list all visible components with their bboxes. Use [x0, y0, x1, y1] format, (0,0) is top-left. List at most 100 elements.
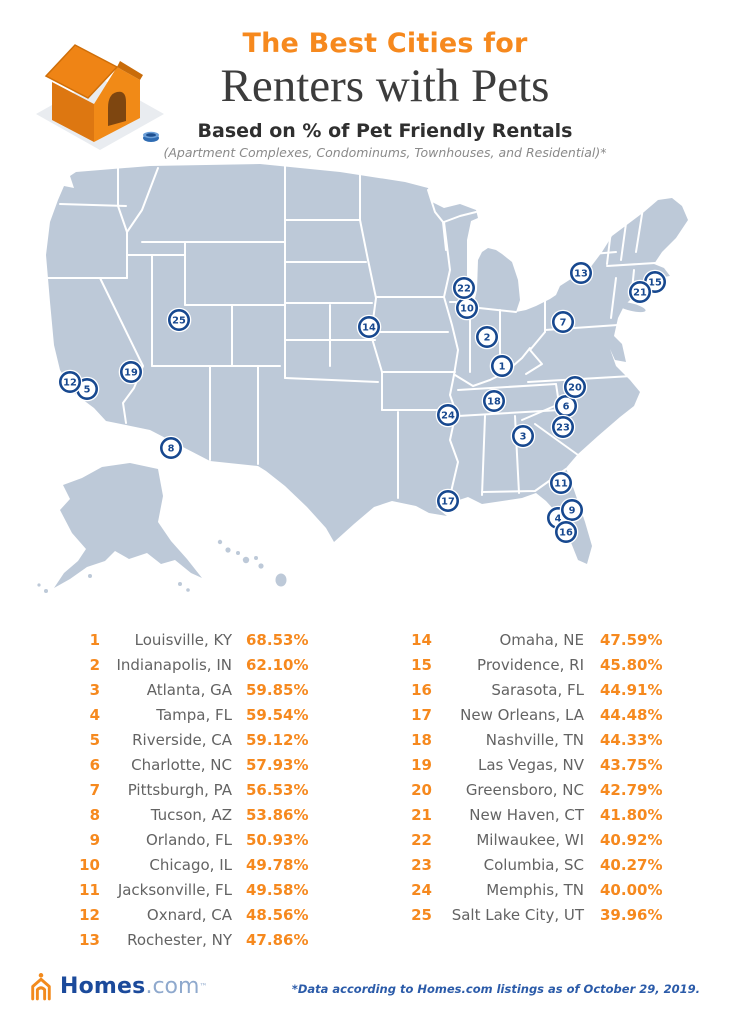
map-marker-25: 25	[166, 307, 192, 333]
ranking-row: 18 Nashville, TN 44.33%	[388, 727, 676, 752]
rank-number: 4	[89, 705, 100, 724]
map-marker-16: 16	[553, 519, 579, 545]
rank-number: 2	[89, 655, 100, 674]
rank-number: 15	[411, 655, 432, 674]
city-name: Oxnard, CA	[146, 905, 232, 924]
pet-friendly-percent: 39.96%	[600, 905, 663, 924]
rank-number: 16	[411, 680, 432, 699]
svg-text:11: 11	[554, 479, 568, 490]
homes-house-icon	[31, 973, 51, 1001]
city-name: Sarasota, FL	[491, 680, 584, 699]
svg-text:15: 15	[648, 278, 662, 289]
map-marker-1: 1	[489, 353, 515, 379]
ranking-row: 24 Memphis, TN 40.00%	[388, 877, 676, 902]
rank-number: 1	[89, 630, 100, 649]
city-rank-markers: 1234567891011121314151617181920212223242…	[57, 260, 668, 545]
ranking-row: 11 Jacksonville, FL 49.58%	[55, 877, 322, 902]
ranking-row: 4 Tampa, FL 59.54%	[55, 702, 322, 727]
city-name: Tucson, AZ	[150, 805, 232, 824]
city-name: Chicago, IL	[149, 855, 232, 874]
map-marker-7: 7	[550, 309, 576, 335]
map-marker-23: 23	[550, 414, 576, 440]
map-marker-14: 14	[356, 314, 382, 340]
rank-number: 12	[79, 905, 100, 924]
city-name: Providence, RI	[477, 655, 584, 674]
pet-friendly-percent: 56.53%	[246, 780, 309, 799]
city-name: Salt Lake City, UT	[451, 905, 584, 924]
pet-friendly-percent: 40.00%	[600, 880, 663, 899]
ranking-row: 15 Providence, RI 45.80%	[388, 652, 676, 677]
svg-text:17: 17	[441, 497, 455, 508]
pet-friendly-percent: 45.80%	[600, 655, 663, 674]
header-subtitle: Based on % of Pet Friendly Rentals	[197, 119, 573, 142]
homes-com-logo: Homes .com ™	[28, 972, 207, 1001]
rank-number: 7	[89, 780, 100, 799]
svg-text:14: 14	[362, 323, 376, 334]
svg-text:20: 20	[568, 383, 582, 394]
pet-friendly-percent: 59.85%	[246, 680, 309, 699]
ranking-row: 8 Tucson, AZ 53.86%	[55, 802, 322, 827]
city-name: Nashville, TN	[485, 730, 584, 749]
pet-friendly-percent: 49.58%	[246, 880, 309, 899]
svg-text:19: 19	[124, 368, 138, 379]
rank-number: 20	[411, 780, 432, 799]
logo-word: Homes	[60, 974, 146, 999]
ranking-row: 6 Charlotte, NC 57.93%	[55, 752, 322, 777]
svg-text:3: 3	[520, 432, 527, 443]
state-borders	[47, 163, 656, 499]
map-marker-12: 12	[57, 369, 83, 395]
city-name: Charlotte, NC	[131, 755, 232, 774]
svg-text:4: 4	[555, 514, 562, 525]
map-marker-24: 24	[435, 402, 461, 428]
pet-friendly-percent: 59.54%	[246, 705, 309, 724]
city-name: Omaha, NE	[499, 630, 584, 649]
pet-friendly-percent: 49.78%	[246, 855, 309, 874]
svg-text:7: 7	[560, 318, 567, 329]
city-name: New Haven, CT	[469, 805, 584, 824]
rank-number: 10	[79, 855, 100, 874]
svg-text:21: 21	[633, 288, 647, 299]
logo-trademark: ™	[199, 982, 208, 991]
data-source-footnote: *Data according to Homes.com listings as…	[291, 982, 700, 996]
ranking-row: 13 Rochester, NY 47.86%	[55, 927, 322, 952]
ranking-row: 20 Greensboro, NC 42.79%	[388, 777, 676, 802]
svg-text:22: 22	[457, 284, 471, 295]
ranking-row: 3 Atlanta, GA 59.85%	[55, 677, 322, 702]
svg-text:13: 13	[574, 269, 588, 280]
city-name: Columbia, SC	[483, 855, 584, 874]
svg-text:10: 10	[460, 304, 474, 315]
us-mainland-shape	[46, 164, 688, 564]
city-name: Orlando, FL	[145, 830, 232, 849]
svg-text:1: 1	[499, 362, 506, 373]
map-marker-6: 6	[553, 393, 579, 419]
city-name: Milwaukee, WI	[476, 830, 584, 849]
rank-number: 6	[89, 755, 100, 774]
ranking-row: 19 Las Vegas, NV 43.75%	[388, 752, 676, 777]
rank-number: 5	[89, 730, 100, 749]
ranking-row: 7 Pittsburgh, PA 56.53%	[55, 777, 322, 802]
rank-number: 8	[89, 805, 100, 824]
ranking-row: 2 Indianapolis, IN 62.10%	[55, 652, 322, 677]
city-name: Atlanta, GA	[146, 680, 232, 699]
svg-text:16: 16	[559, 528, 573, 539]
logo-suffix: .com	[145, 974, 200, 999]
ranking-row: 9 Orlando, FL 50.93%	[55, 827, 322, 852]
header-subnote: (Apartment Complexes, Condominums, Townh…	[163, 144, 607, 160]
ranking-row: 1 Louisville, KY 68.53%	[55, 627, 322, 652]
ranking-row: 16 Sarasota, FL 44.91%	[388, 677, 676, 702]
city-name: Pittsburgh, PA	[127, 780, 232, 799]
map-marker-22: 22	[451, 275, 477, 301]
svg-text:2: 2	[484, 333, 491, 344]
us-map: 1 2 3 4 5 6 7 8 9 10 11 12 13 14 15 16 17 18 19 20 21 22 23 24 2…	[30, 160, 704, 612]
rank-number: 23	[411, 855, 432, 874]
pet-friendly-percent: 47.86%	[246, 930, 309, 949]
map-marker-3: 3	[510, 423, 536, 449]
ranking-row: 22 Milwaukee, WI 40.92%	[388, 827, 676, 852]
map-marker-11: 11	[548, 470, 574, 496]
map-marker-17: 17	[435, 488, 461, 514]
pet-friendly-percent: 59.12%	[246, 730, 309, 749]
ranking-row: 12 Oxnard, CA 48.56%	[55, 902, 322, 927]
header-eyebrow: The Best Cities for	[242, 28, 528, 59]
svg-text:9: 9	[569, 506, 576, 517]
pet-friendly-percent: 40.27%	[600, 855, 663, 874]
